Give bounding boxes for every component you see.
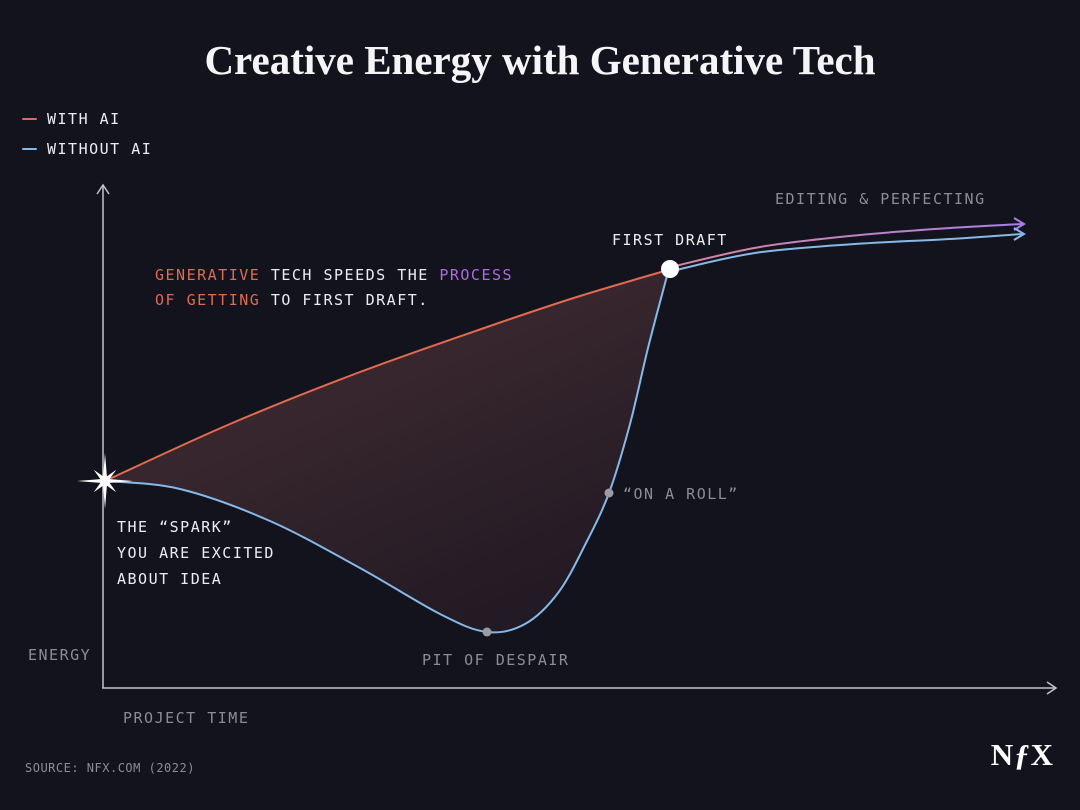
source-credit: SOURCE: NFX.COM (2022) xyxy=(25,761,195,775)
spark-star-icon xyxy=(77,453,133,509)
area-between-curves xyxy=(105,270,668,633)
legend-label-without-ai: WITHOUT AI xyxy=(47,140,153,158)
pit-of-despair-label: PIT OF DESPAIR xyxy=(422,651,570,669)
y-axis-arrow-icon xyxy=(96,183,110,195)
on-a-roll-dot xyxy=(604,488,614,498)
project-time-axis-label: PROJECT TIME xyxy=(123,709,250,727)
with-ai-line-swatch xyxy=(22,118,37,120)
without-ai-after-curve xyxy=(671,233,1023,272)
note-segment: GENERATIVE xyxy=(155,266,271,284)
note-line-2: OF GETTING TO FIRST DRAFT. xyxy=(155,291,429,309)
without-ai-arrow-icon xyxy=(1013,227,1026,241)
pit-dot xyxy=(482,627,492,637)
note-segment: TO FIRST DRAFT. xyxy=(270,291,429,309)
first-draft-label: FIRST DRAFT xyxy=(612,231,728,249)
legend: WITH AI WITHOUT AI xyxy=(22,110,153,158)
with-ai-curve xyxy=(104,269,669,482)
energy-axis-label: ENERGY xyxy=(28,646,92,664)
on-a-roll-label: “ON A ROLL” xyxy=(623,485,739,503)
logo-letter-x: X xyxy=(1030,737,1054,772)
without-ai-line-swatch xyxy=(22,148,37,150)
note-segment: TECH SPEEDS THE xyxy=(270,266,440,284)
logo-letter-n: N xyxy=(990,737,1015,772)
spark-label-line-3: ABOUT IDEA xyxy=(117,570,223,588)
logo-letter-f: ƒ xyxy=(1014,737,1031,772)
legend-label-with-ai: WITH AI xyxy=(47,110,121,128)
note-segment: OF GETTING xyxy=(155,291,271,309)
legend-item-with-ai: WITH AI xyxy=(22,110,152,128)
x-axis-arrow-icon xyxy=(1046,681,1058,695)
with-ai-arrow-icon xyxy=(1013,217,1026,231)
editing-perfecting-label: EDITING & PERFECTING xyxy=(775,190,986,208)
note-segment: PROCESS xyxy=(439,266,514,284)
spark-label-line-2: YOU ARE EXCITED xyxy=(117,544,275,562)
nfx-logo: NƒX xyxy=(991,737,1054,773)
spark-label-line-1: THE “SPARK” xyxy=(117,518,233,536)
note-line-1: GENERATIVE TECH SPEEDS THE PROCESS xyxy=(155,266,513,284)
spark-label: THE “SPARK” YOU ARE EXCITED ABOUT IDEA xyxy=(117,514,275,592)
without-ai-curve xyxy=(104,271,669,634)
with-ai-after-curve xyxy=(670,223,1023,268)
first-draft-dot xyxy=(661,260,679,278)
legend-item-without-ai: WITHOUT AI xyxy=(22,140,153,158)
chart-title: Creative Energy with Generative Tech xyxy=(204,37,876,83)
